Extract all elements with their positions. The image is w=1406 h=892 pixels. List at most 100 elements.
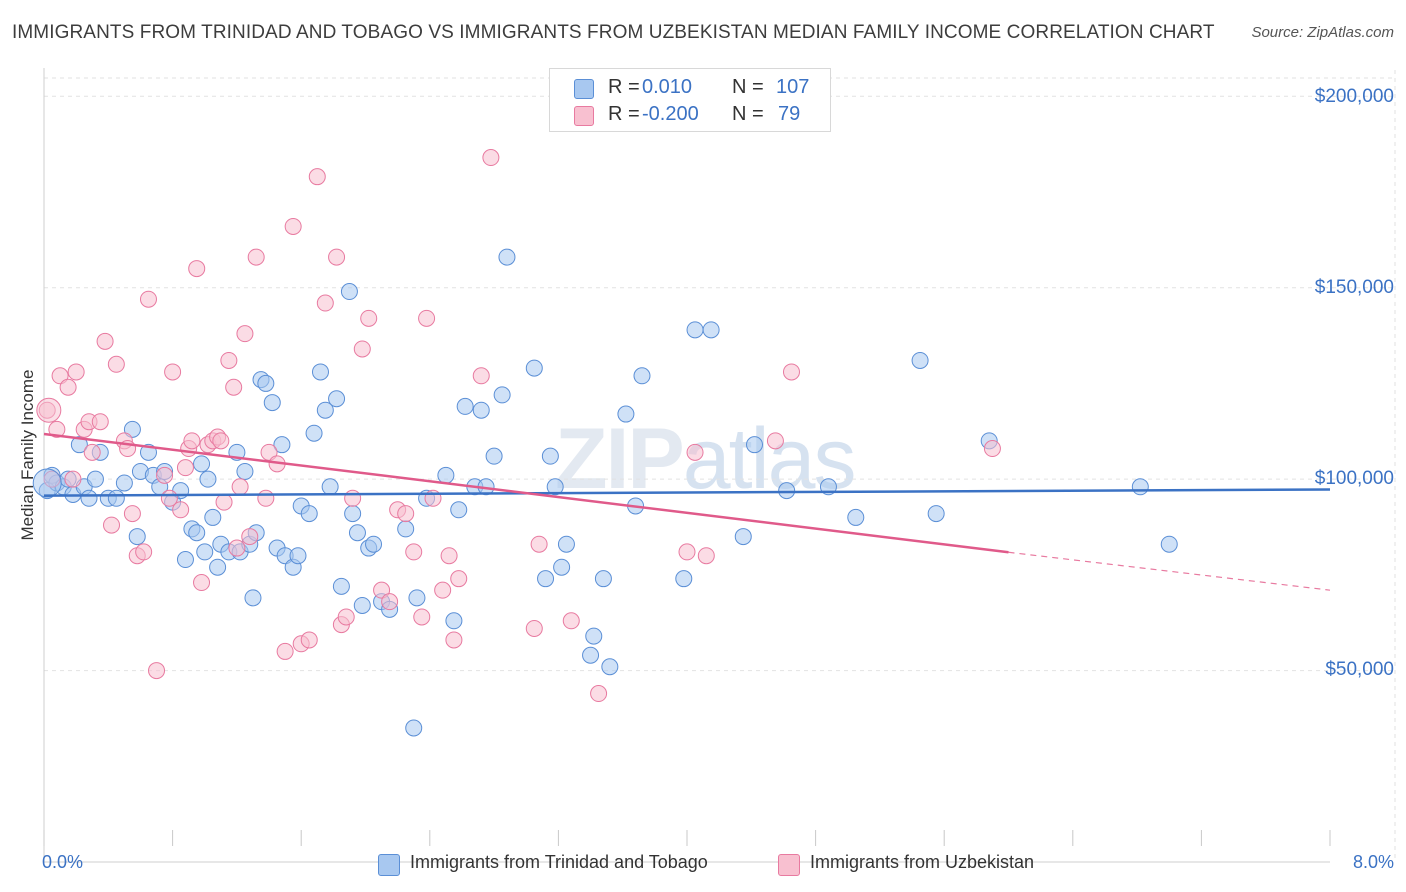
point-trinidad	[493, 386, 511, 404]
point-uzbekistan	[482, 149, 500, 167]
point-trinidad	[911, 351, 929, 369]
point-uzbekistan	[236, 325, 254, 343]
point-trinidad	[70, 436, 88, 454]
point-uzbekistan	[360, 309, 378, 327]
point-uzbekistan	[445, 631, 463, 649]
point-trinidad	[686, 321, 704, 339]
point-trinidad	[437, 466, 455, 484]
point-uzbekistan	[678, 543, 696, 561]
point-trinidad	[199, 470, 217, 488]
point-uzbekistan	[413, 608, 431, 626]
point-uzbekistan	[257, 489, 275, 507]
bottom-legend-swatch-uzbekistan	[778, 854, 800, 876]
legend-r-label: R =	[608, 103, 640, 125]
point-trinidad	[115, 474, 133, 492]
point-uzbekistan	[188, 260, 206, 278]
point-uzbekistan	[983, 440, 1001, 458]
point-trinidad	[348, 524, 366, 542]
trend-line-uzbekistan	[43, 432, 1009, 554]
point-trinidad	[244, 589, 262, 607]
y-tick-label-150000: $150,000	[1314, 277, 1394, 298]
point-trinidad	[86, 470, 104, 488]
point-trinidad	[585, 627, 603, 645]
legend-r-value: -0.200	[642, 103, 699, 125]
point-trinidad	[633, 367, 651, 385]
legend-n-label: N =	[732, 103, 764, 125]
point-trinidad	[541, 447, 559, 465]
point-uzbekistan	[107, 355, 125, 373]
point-uzbekistan	[434, 581, 452, 599]
x-tick-label-min: 0.0%	[42, 852, 84, 872]
point-uzbekistan	[59, 378, 77, 396]
point-trinidad	[209, 558, 227, 576]
trend-line-uzbekistan-extrapolated	[1008, 551, 1331, 591]
point-trinidad	[344, 505, 362, 523]
point-uzbekistan	[83, 443, 101, 461]
point-trinidad	[537, 570, 555, 588]
point-uzbekistan	[135, 543, 153, 561]
point-uzbekistan	[397, 505, 415, 523]
point-uzbekistan	[164, 363, 182, 381]
point-uzbekistan	[231, 478, 249, 496]
point-trinidad	[289, 547, 307, 565]
trend-line-trinidad	[43, 488, 1331, 497]
y-axis-label: Median Family Income	[18, 369, 37, 541]
point-uzbekistan	[697, 547, 715, 565]
point-trinidad	[485, 447, 503, 465]
point-trinidad	[32, 468, 62, 498]
point-trinidad	[273, 436, 291, 454]
point-trinidad	[498, 248, 516, 266]
point-uzbekistan	[176, 459, 194, 477]
y-tick-label-50000: $50,000	[1325, 659, 1394, 680]
point-uzbekistan	[48, 420, 66, 438]
point-trinidad	[328, 390, 346, 408]
point-uzbekistan	[241, 528, 259, 546]
legend-swatch-uzbekistan	[574, 106, 594, 126]
point-uzbekistan	[353, 340, 371, 358]
point-trinidad	[316, 401, 334, 419]
point-uzbekistan	[91, 413, 109, 431]
point-uzbekistan	[139, 290, 157, 308]
point-uzbekistan	[525, 619, 543, 637]
point-trinidad	[525, 359, 543, 377]
point-uzbekistan	[308, 168, 326, 186]
point-trinidad	[1131, 478, 1149, 496]
point-uzbekistan	[590, 685, 608, 703]
point-trinidad	[927, 505, 945, 523]
point-trinidad	[746, 436, 764, 454]
point-uzbekistan	[103, 516, 121, 534]
point-uzbekistan	[215, 493, 233, 511]
point-uzbekistan	[247, 248, 265, 266]
point-uzbekistan	[300, 631, 318, 649]
point-uzbekistan	[193, 574, 211, 592]
point-trinidad	[80, 489, 98, 507]
point-uzbekistan	[156, 466, 174, 484]
point-trinidad	[594, 570, 612, 588]
point-uzbekistan	[276, 642, 294, 660]
point-trinidad	[257, 374, 275, 392]
bottom-legend-swatch-trinidad	[378, 854, 400, 876]
point-trinidad	[300, 505, 318, 523]
point-trinidad	[196, 543, 214, 561]
point-trinidad	[305, 424, 323, 442]
point-trinidad	[450, 501, 468, 519]
bottom-legend-label-trinidad: Immigrants from Trinidad and Tobago	[410, 852, 708, 872]
point-trinidad	[123, 420, 141, 438]
point-uzbekistan	[472, 367, 490, 385]
point-trinidad	[365, 535, 383, 553]
point-uzbekistan	[418, 309, 436, 327]
chart-title: IMMIGRANTS FROM TRINIDAD AND TOBAGO VS I…	[12, 22, 1215, 43]
point-uzbekistan	[172, 501, 190, 519]
y-tick-label-200000: $200,000	[1314, 86, 1394, 107]
point-uzbekistan	[284, 217, 302, 235]
point-uzbekistan	[405, 543, 423, 561]
point-trinidad	[107, 489, 125, 507]
y-tick-label-100000: $100,000	[1314, 468, 1394, 489]
point-trinidad	[405, 719, 423, 737]
point-uzbekistan	[686, 443, 704, 461]
point-uzbekistan	[450, 570, 468, 588]
point-uzbekistan	[344, 489, 362, 507]
point-trinidad	[176, 551, 194, 569]
point-uzbekistan	[373, 581, 391, 599]
legend-r-label: R =	[608, 76, 640, 98]
